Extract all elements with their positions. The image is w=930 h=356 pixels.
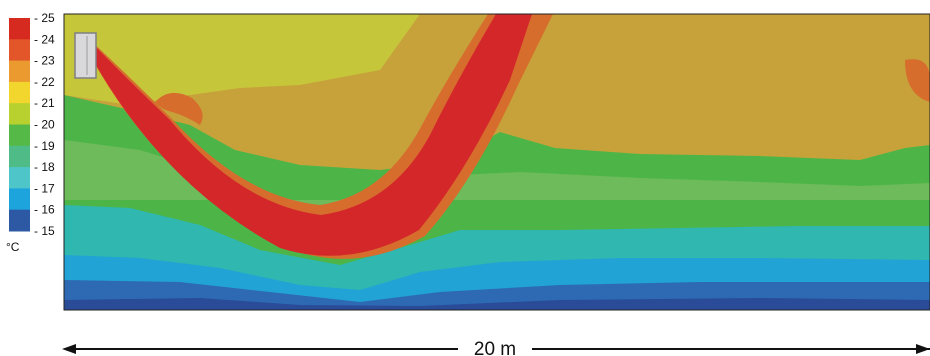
legend-tick-label: - 22 <box>34 75 55 89</box>
legend-band <box>9 18 30 40</box>
temperature-legend: - 25 - 24 - 23 - 22 - 21 - 20 - 19 - 18 - 17 - 16… <box>6 11 55 254</box>
legend-tick-label: - 18 <box>34 160 55 174</box>
legend-tick-label: - 17 <box>34 181 55 195</box>
jet-entrainment-curl <box>155 92 203 125</box>
dimension-line: 20 m <box>62 339 930 356</box>
light-green-band <box>64 140 930 212</box>
legend-band <box>9 188 30 211</box>
legend-tick-label: - 19 <box>34 139 55 153</box>
legend-tick-label: - 15 <box>34 224 55 238</box>
plot-border <box>63 13 930 311</box>
legend-tick-label: - 24 <box>34 32 55 46</box>
legend-tick-label: - 20 <box>34 118 55 132</box>
temperature-field-plot <box>64 14 930 310</box>
legend-tick-label: - 25 <box>34 11 55 25</box>
diffuser-body <box>74 32 97 79</box>
legend-band <box>9 167 30 189</box>
right-arrow-icon <box>916 344 930 354</box>
legend-tick-label: - 16 <box>34 203 55 217</box>
legend-color-bands <box>9 18 30 232</box>
diffuser-icon <box>74 32 97 79</box>
left-arrow-icon <box>62 344 76 354</box>
legend-band <box>9 209 30 232</box>
legend-tick-label: - 23 <box>34 54 55 68</box>
right-warm-hotspot <box>905 59 930 102</box>
dimension-label: 20 m <box>474 339 516 356</box>
deep-blue-floor <box>64 298 930 310</box>
upper-left-warm-zone <box>64 14 420 105</box>
legend-band <box>9 145 30 168</box>
legend-tick-label: - 21 <box>34 96 55 110</box>
legend-band <box>9 124 30 147</box>
legend-band <box>9 39 30 62</box>
legend-band <box>9 81 30 104</box>
legend-band <box>9 103 30 125</box>
legend-tick-labels: - 25 - 24 - 23 - 22 - 21 - 20 - 19 - 18 - 17 - 16… <box>34 11 55 238</box>
legend-unit: °C <box>6 240 20 254</box>
legend-band <box>9 60 30 83</box>
jet-core <box>92 14 532 256</box>
